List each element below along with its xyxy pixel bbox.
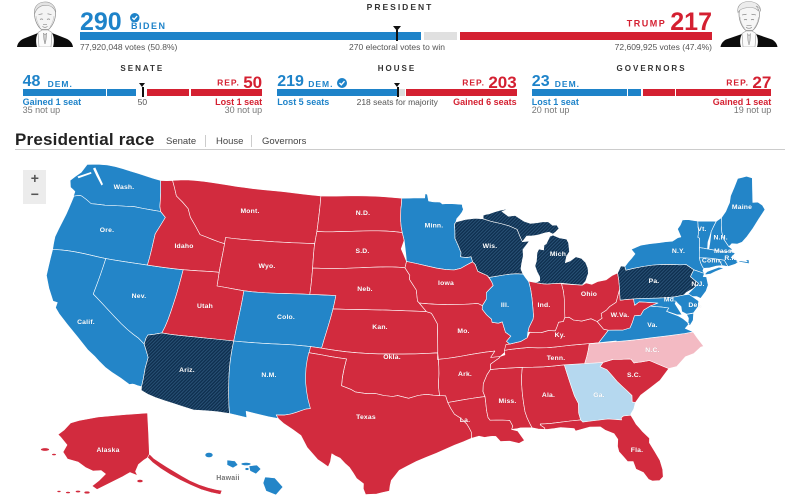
svg-text:Fla.: Fla. bbox=[631, 447, 644, 454]
svg-text:Nev.: Nev. bbox=[132, 293, 147, 300]
svg-text:N.Y.: N.Y. bbox=[672, 248, 685, 255]
svg-text:Ore.: Ore. bbox=[100, 227, 114, 234]
svg-text:Maine: Maine bbox=[732, 204, 752, 211]
svg-text:S.C.: S.C. bbox=[627, 372, 641, 379]
svg-text:Hawaii: Hawaii bbox=[216, 475, 239, 482]
svg-text:N.J.: N.J. bbox=[691, 281, 704, 288]
svg-text:Ark.: Ark. bbox=[458, 371, 472, 378]
svg-text:Ariz.: Ariz. bbox=[179, 367, 195, 374]
svg-text:Ohio: Ohio bbox=[581, 291, 597, 298]
svg-text:Idaho: Idaho bbox=[174, 243, 193, 250]
svg-text:Ill.: Ill. bbox=[501, 302, 509, 309]
svg-text:Calif.: Calif. bbox=[77, 319, 95, 326]
svg-text:Colo.: Colo. bbox=[277, 314, 295, 321]
svg-text:N.H.: N.H. bbox=[713, 235, 727, 242]
svg-text:Mont.: Mont. bbox=[240, 208, 259, 215]
svg-text:Miss.: Miss. bbox=[499, 398, 517, 405]
svg-text:Kan.: Kan. bbox=[372, 324, 388, 331]
svg-text:Mich.: Mich. bbox=[550, 251, 568, 258]
svg-text:Okla.: Okla. bbox=[383, 354, 401, 361]
svg-text:R.I.: R.I. bbox=[724, 255, 735, 262]
svg-text:Ala.: Ala. bbox=[542, 392, 555, 399]
svg-text:N.C.: N.C. bbox=[645, 347, 659, 354]
svg-text:N.M.: N.M. bbox=[261, 372, 276, 379]
svg-text:La.: La. bbox=[460, 417, 470, 424]
svg-text:Mo.: Mo. bbox=[457, 328, 469, 335]
svg-text:Texas: Texas bbox=[356, 414, 376, 421]
svg-text:Ky.: Ky. bbox=[555, 332, 566, 339]
svg-text:Utah: Utah bbox=[197, 303, 213, 310]
svg-text:Vt.: Vt. bbox=[697, 226, 706, 233]
svg-text:S.D.: S.D. bbox=[355, 248, 369, 255]
svg-text:W.Va.: W.Va. bbox=[611, 312, 630, 319]
svg-text:Pa.: Pa. bbox=[649, 278, 660, 285]
svg-text:Minn.: Minn. bbox=[425, 223, 444, 230]
svg-text:Wash.: Wash. bbox=[114, 184, 135, 191]
svg-text:Ind.: Ind. bbox=[538, 302, 551, 309]
svg-text:Alaska: Alaska bbox=[96, 447, 119, 454]
svg-text:Ga.: Ga. bbox=[593, 392, 605, 399]
svg-text:Del.: Del. bbox=[688, 302, 701, 309]
svg-text:Conn.: Conn. bbox=[702, 257, 722, 264]
svg-text:Wis.: Wis. bbox=[483, 243, 498, 250]
svg-text:Iowa: Iowa bbox=[438, 280, 454, 287]
svg-text:Mass.: Mass. bbox=[714, 248, 734, 255]
svg-text:Tenn.: Tenn. bbox=[547, 355, 566, 362]
svg-text:Wyo.: Wyo. bbox=[259, 263, 276, 270]
svg-text:Va.: Va. bbox=[647, 322, 657, 329]
svg-text:Neb.: Neb. bbox=[357, 286, 373, 293]
svg-text:Md.: Md. bbox=[664, 297, 676, 304]
svg-text:N.D.: N.D. bbox=[356, 210, 370, 217]
